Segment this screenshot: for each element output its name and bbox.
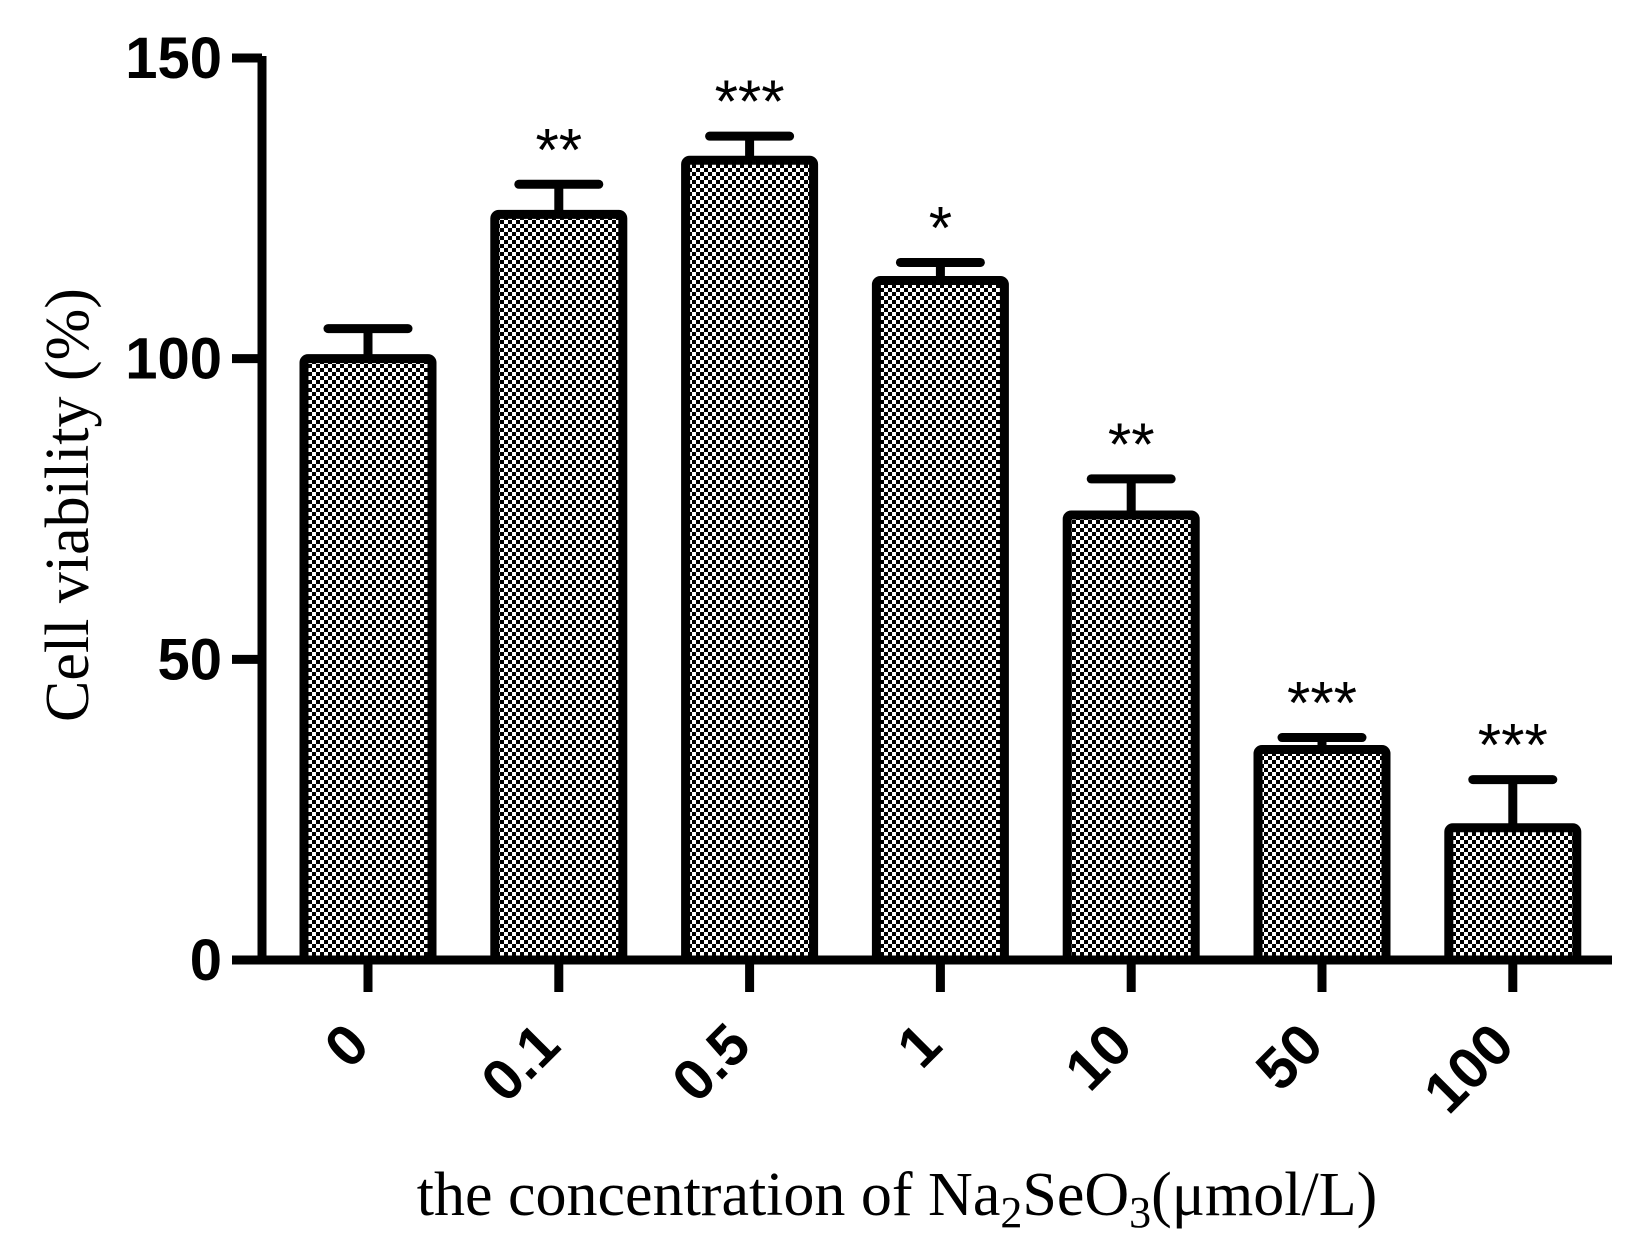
x-axis-title: the concentration of Na2SeO3(μmol/L) [417, 1161, 1377, 1237]
significance-label: *** [1478, 712, 1548, 779]
significance-label: *** [715, 68, 785, 135]
y-axis-title: Cell viability (%) [34, 288, 102, 722]
y-tick-label: 0 [190, 928, 222, 993]
significance-label: *** [1287, 670, 1357, 737]
x-axis-title-sub2: 3 [1129, 1188, 1151, 1237]
axes-layer [232, 53, 1612, 992]
significance-label: ** [535, 116, 582, 183]
y-tick-label: 100 [125, 327, 222, 392]
bar [490, 209, 628, 965]
x-tick-label: 50 [1244, 1011, 1336, 1103]
x-axis-title-suffix: (μmol/L) [1151, 1161, 1377, 1229]
bar [1444, 823, 1582, 965]
x-tick-label: 100 [1412, 1011, 1526, 1125]
x-tick-label: 0 [312, 1011, 381, 1080]
x-tick-label: 0.1 [469, 1011, 572, 1114]
bar [299, 354, 437, 965]
bar [871, 275, 1009, 965]
x-tick-label: 1 [885, 1011, 954, 1080]
significance-label: ** [1108, 411, 1155, 478]
bar [681, 155, 819, 965]
x-axis-title-middle: SeO [1022, 1161, 1129, 1229]
significance-label: * [929, 194, 952, 261]
y-tick-label: 50 [157, 627, 222, 692]
y-tick-label: 150 [125, 26, 222, 91]
x-axis-title-sub1: 2 [1000, 1188, 1022, 1237]
bars-layer [299, 131, 1582, 965]
x-tick-label: 0.5 [660, 1011, 763, 1114]
x-tick-label: 10 [1053, 1011, 1145, 1103]
x-axis-title-prefix: the concentration of Na [417, 1161, 1001, 1229]
bar [1253, 745, 1391, 965]
bar [1062, 510, 1200, 965]
